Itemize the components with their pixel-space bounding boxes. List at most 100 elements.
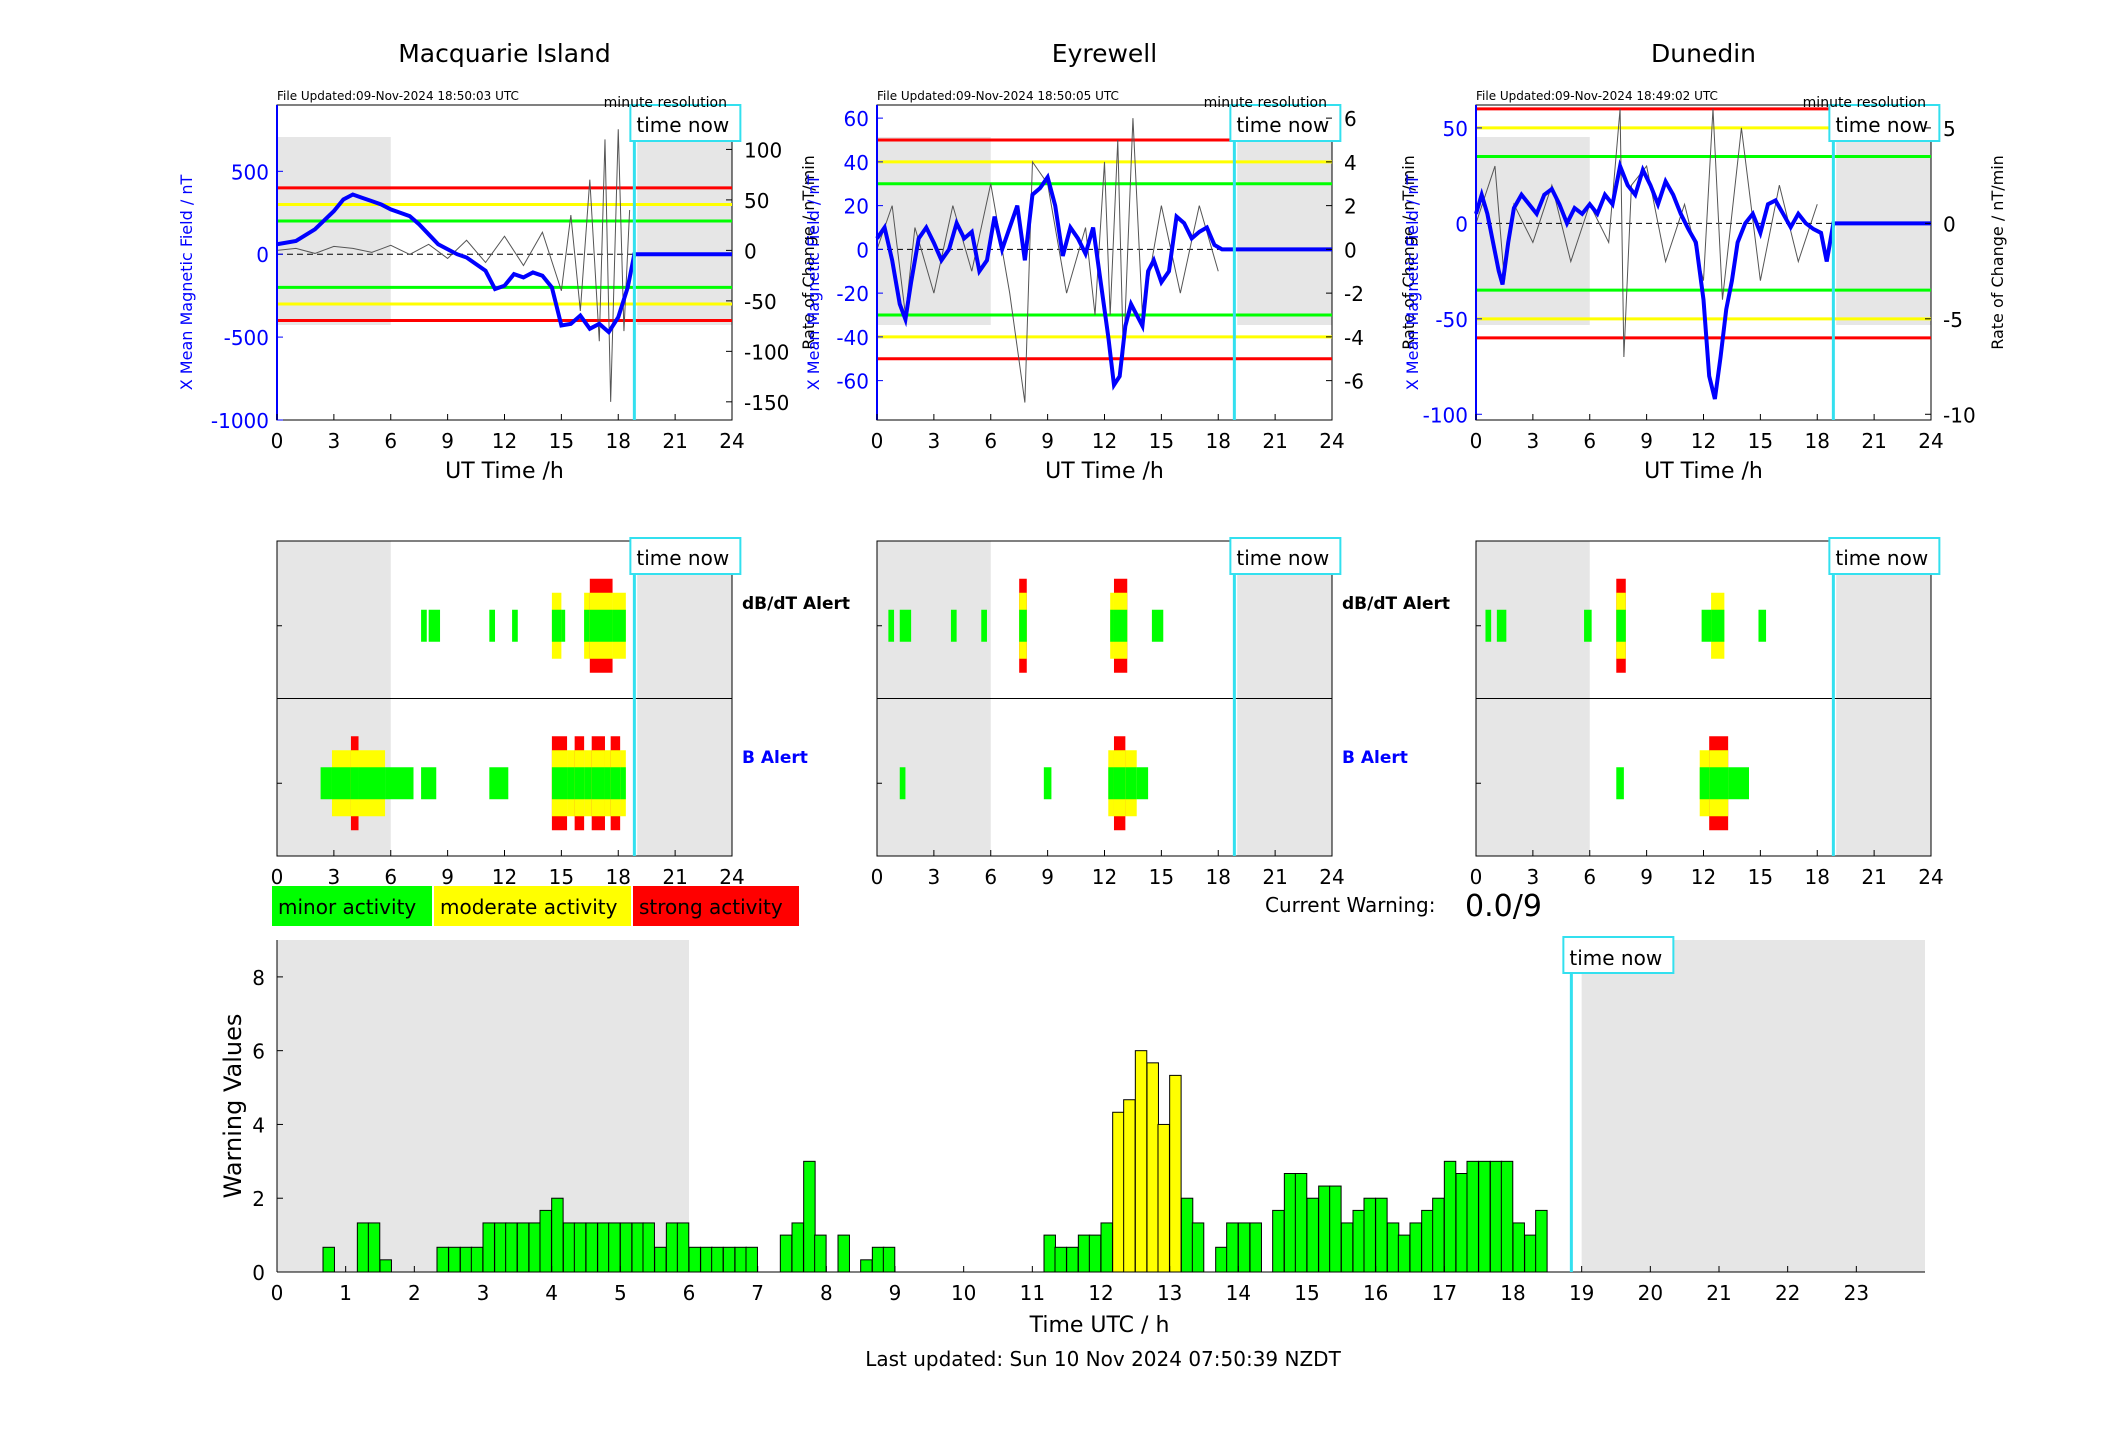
last-updated-text: Last updated: Sun 10 Nov 2024 07:50:39 N… [865, 1347, 1341, 1371]
warning-bar [516, 1222, 530, 1273]
right-tick-label: 0 [1344, 238, 1357, 262]
alert-x-tick-label: 3 [328, 865, 341, 889]
dbdt-alert-bar-minor [981, 609, 987, 642]
b-alert-bar-minor [584, 767, 592, 800]
alert-x-tick-label: 0 [871, 865, 884, 889]
b-row-label: B Alert [1342, 748, 1408, 768]
left-tick-label: 0 [856, 238, 869, 262]
x-tick-label: 12 [1691, 429, 1716, 453]
x-tick-label: 18 [1805, 429, 1830, 453]
warning-bar [1329, 1185, 1342, 1273]
alert-x-tick-label: 12 [492, 865, 517, 889]
b-alert-bar-minor [385, 767, 414, 800]
b-alert-bar-minor [1125, 767, 1137, 800]
warning-bar [448, 1246, 461, 1273]
warning-bar [734, 1246, 747, 1273]
x-tick-label: 9 [441, 429, 454, 453]
alert-x-tick-label: 0 [271, 865, 284, 889]
time-now-box [1229, 104, 1342, 142]
b-alert-bar-minor [604, 767, 611, 800]
station-panel-0: Macquarie Island time now File Updated:09-… [177, 39, 850, 889]
warning-bar [871, 1246, 885, 1273]
x-tick-label: 24 [719, 429, 744, 453]
alert-x-tick-label: 9 [1041, 865, 1054, 889]
warning-bar [882, 1246, 896, 1273]
b-alert-bar-minor [489, 767, 509, 800]
dbdt-alert-bar-minor [888, 609, 895, 642]
warning-x-tick-label: 4 [545, 1281, 558, 1305]
b-alert-bar-minor [421, 767, 437, 800]
x-tick-label: 9 [1640, 429, 1653, 453]
warning-bar [1512, 1222, 1525, 1273]
warning-bar [597, 1222, 610, 1273]
warning-x-tick-label: 6 [683, 1281, 696, 1305]
warning-bar [436, 1246, 449, 1273]
dbdt-alert-bar-minor [1701, 609, 1712, 642]
alert-x-tick-label: 21 [1861, 865, 1886, 889]
warning-bar [1191, 1222, 1205, 1273]
warning-bar [1455, 1173, 1468, 1273]
warning-bar [1386, 1222, 1400, 1273]
field-line [1474, 159, 1931, 400]
x-tick-label: 12 [1092, 429, 1117, 453]
warning-bar [619, 1222, 633, 1273]
warning-bar [1088, 1234, 1102, 1273]
x-tick-label: 15 [1149, 429, 1174, 453]
alert-x-tick-label: 15 [1149, 865, 1174, 889]
file-updated-text: File Updated:09-Nov-2024 18:50:03 UTC [277, 89, 519, 103]
warning-time-now-box [1562, 936, 1675, 974]
warning-x-tick-label: 18 [1500, 1281, 1525, 1305]
dbdt-alert-bar-minor [421, 609, 427, 642]
warning-night-band-evening [1581, 940, 1925, 1272]
warning-bar [654, 1246, 667, 1273]
alert-x-tick-label: 3 [1527, 865, 1540, 889]
warning-bar [1524, 1234, 1537, 1273]
right-tick-label: -150 [744, 391, 789, 415]
activity-legend: minor activity moderate activity strong ac… [272, 886, 799, 926]
x-axis-title: UT Time /h [445, 459, 564, 484]
warning-bar [1123, 1099, 1136, 1273]
warning-x-tick-label: 20 [1638, 1281, 1663, 1305]
right-tick-label: -100 [744, 340, 789, 364]
warning-bar [1146, 1062, 1159, 1273]
alert-x-tick-label: 12 [1691, 865, 1716, 889]
alert-x-tick-label: 15 [549, 865, 574, 889]
night-band-morning [1476, 137, 1590, 325]
current-warning-value: 0.0/9 [1465, 889, 1542, 924]
x-tick-label: 9 [1041, 429, 1054, 453]
x-tick-label: 6 [984, 429, 997, 453]
warning-bar [1134, 1050, 1148, 1273]
warning-x-tick-label: 16 [1363, 1281, 1388, 1305]
right-tick-label: 0 [1943, 212, 1956, 236]
warning-bar [700, 1246, 713, 1273]
dbdt-alert-bar-minor [612, 609, 626, 642]
right-tick-label: 100 [744, 138, 782, 162]
warning-bar [1375, 1197, 1388, 1273]
x-tick-label: 21 [1262, 429, 1287, 453]
warning-x-tick-label: 8 [820, 1281, 833, 1305]
warning-bar [1249, 1222, 1262, 1273]
time-now-box [629, 104, 742, 142]
warning-bar [322, 1246, 335, 1273]
warning-bar [1318, 1185, 1331, 1273]
warning-bar [1535, 1209, 1548, 1273]
warning-bar [1077, 1234, 1091, 1273]
left-tick-label: -40 [836, 326, 869, 350]
x-tick-label: 3 [328, 429, 341, 453]
warning-x-tick-label: 5 [614, 1281, 627, 1305]
warning-x-tick-label: 9 [889, 1281, 902, 1305]
warning-y-tick-label: 8 [252, 966, 265, 990]
warning-x-tick-label: 23 [1844, 1281, 1869, 1305]
dbdt-alert-bar-minor [551, 609, 562, 642]
b-alert-bar-minor [1043, 767, 1052, 800]
warning-x-tick-label: 19 [1569, 1281, 1594, 1305]
warning-y-tick-label: 0 [252, 1261, 265, 1285]
night-band-evening [1836, 137, 1931, 325]
dbdt-alert-bar-minor [899, 609, 912, 642]
warning-bar [379, 1259, 392, 1273]
right-tick-label: 0 [744, 239, 757, 263]
warning-time-now-label: time now [1569, 946, 1662, 970]
x-tick-label: 18 [1206, 429, 1231, 453]
